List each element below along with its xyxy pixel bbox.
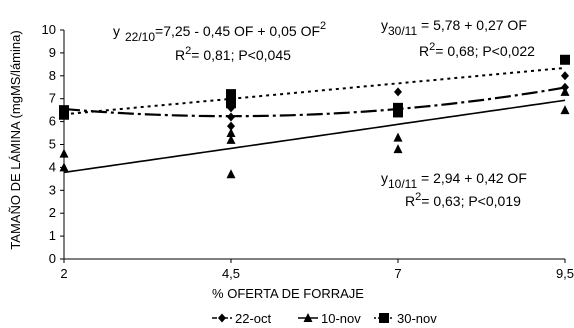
- r2-22-10: R2= 0,81; P<0,045: [175, 45, 291, 63]
- y-tick-label: 3: [49, 182, 56, 197]
- legend: 22-oct 10-nov 30-nov: [212, 311, 437, 326]
- x-tick-label: 7: [394, 266, 401, 281]
- fit-line-30-nov: [63, 66, 566, 116]
- fit-lines: [63, 66, 566, 174]
- fit-line-22-oct: [63, 86, 566, 118]
- legend-marker-30-nov: [379, 313, 389, 323]
- equation-30-11: y30/11 = 5,78 + 0,27 OF: [381, 17, 527, 38]
- data-point-10-nov: [226, 134, 236, 144]
- r2-10-11: R2= 0,63; P<0,019: [405, 191, 521, 209]
- data-point-10-nov: [393, 144, 403, 154]
- data-point-30-nov: [393, 102, 403, 113]
- y-tick-label: 9: [49, 45, 56, 60]
- legend-marker-22-oct: [218, 313, 226, 323]
- data-point-22-oct: [561, 71, 569, 81]
- data-point-10-nov: [59, 148, 69, 158]
- equation-10-11: y10/11 = 2,94 + 0,42 OF: [381, 170, 527, 191]
- data-point-30-nov: [226, 98, 236, 109]
- data-point-10-nov: [226, 128, 236, 138]
- data-point-10-nov: [560, 86, 570, 96]
- legend-marker-10-nov: [303, 313, 313, 322]
- x-tick-label: 9,5: [556, 266, 574, 281]
- data-point-10-nov: [59, 162, 69, 172]
- legend-label-10-nov: 10-nov: [321, 311, 361, 326]
- y-tick-label: 6: [49, 114, 56, 129]
- data-point-10-nov: [393, 132, 403, 142]
- x-tick-label: 4,5: [222, 266, 240, 281]
- y-axis-title: TAMAÑO DE LÁMINA (mgMS/lámina): [8, 30, 23, 249]
- data-point-30-nov: [59, 105, 69, 116]
- data-point-22-oct: [394, 87, 402, 97]
- y-tick-label: 0: [49, 251, 56, 266]
- x-axis-title: % OFERTA DE FORRAJE: [212, 286, 364, 301]
- data-point-30-nov: [226, 89, 236, 100]
- legend-label-30-nov: 30-nov: [397, 311, 437, 326]
- y-tick-label: 1: [49, 228, 56, 243]
- data-point-30-nov: [560, 54, 570, 65]
- data-point-22-oct: [227, 121, 235, 131]
- legend-label-22-oct: 22-oct: [235, 311, 272, 326]
- y-tick-label: 2: [49, 205, 56, 220]
- y-tick-label: 10: [42, 22, 56, 37]
- x-tick-label: 2: [60, 266, 67, 281]
- data-point-10-nov: [560, 105, 570, 115]
- r2-30-11: R2= 0,68; P<0,022: [419, 41, 535, 59]
- y-tick-label: 8: [49, 68, 56, 83]
- data-points: [59, 54, 570, 179]
- axes: 0 1 2 3 4 5 6 7 8 9 10 2 4,5 7 9,5: [42, 22, 574, 281]
- fit-line-10-nov: [63, 99, 566, 174]
- data-point-10-nov: [226, 169, 236, 179]
- y-tick-label: 5: [49, 137, 56, 152]
- y-tick-label: 4: [49, 159, 56, 174]
- data-point-22-oct: [227, 112, 235, 122]
- equation-22-10: y 22/10=7,25 - 0,45 OF + 0,05 OF2: [113, 20, 326, 44]
- y-tick-label: 7: [49, 91, 56, 106]
